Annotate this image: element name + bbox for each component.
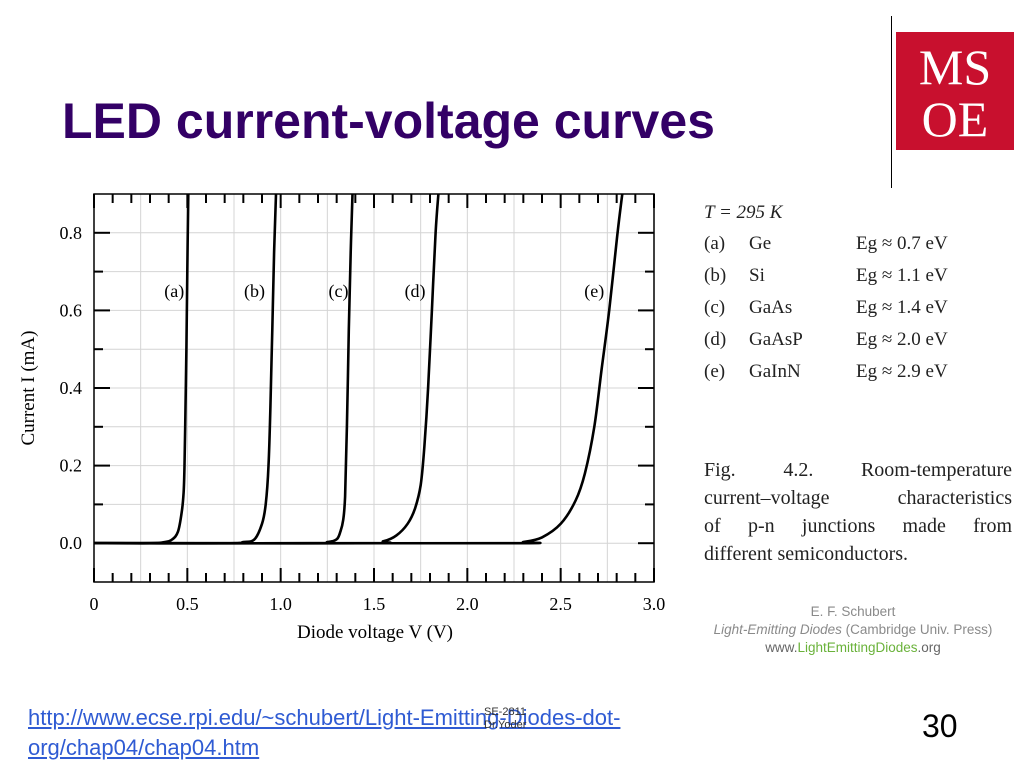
slide-footer: SE-2811 Dr.Yoder [484,706,526,732]
caption-line: different semiconductors. [704,543,909,565]
footer-author: Dr.Yoder [484,719,527,731]
legend-bandgap: Eg ≈ 1.4 eV [856,297,948,318]
logo-text-top: MS [919,39,991,95]
y-tick-label: 0.4 [60,378,83,398]
x-tick-label: 0 [90,594,99,614]
series-line-3 [93,193,354,545]
header-divider [891,16,892,188]
x-tick-label: 0.5 [176,594,199,614]
legend-row: (a) Ge Eg ≈ 0.7 eV [704,228,1014,260]
x-tick-label: 2.0 [456,594,479,614]
legend-row: (c) GaAs Eg ≈ 1.4 eV [704,292,1014,324]
legend-row: (e) GaInN Eg ≈ 2.9 eV [704,356,1014,388]
footer-course: SE-2811 [484,706,526,718]
source-link-line1[interactable]: http://www.ecse.rpi.edu/~schubert/Light-… [28,705,621,730]
credit-site: www.LightEmittingDiodes.org [698,639,1008,657]
series-label-3: (c) [329,281,349,302]
legend-tag: (e) [704,361,726,382]
credit-author: E. F. Schubert [810,604,896,619]
legend-tag: (b) [704,265,727,286]
credit-book-line: Light-Emitting Diodes (Cambridge Univ. P… [698,621,1008,639]
legend-material: GaAs [749,297,793,318]
x-tick-label: 1.5 [363,594,386,614]
legend-bandgap: Eg ≈ 0.7 eV [856,233,948,254]
y-tick-label: 0.0 [60,533,83,553]
legend-temperature: T = 295 K [704,202,783,223]
legend-bandgap: Eg ≈ 2.9 eV [856,361,948,382]
x-tick-label: 2.5 [549,594,572,614]
logo-text-bottom: OE [922,91,989,147]
x-tick-label: 3.0 [643,594,666,614]
caption-line: current–voltage characteristics [704,487,1012,509]
credit-book: Light-Emitting Diodes [713,622,842,637]
legend-row: (b) Si Eg ≈ 1.1 eV [704,260,1014,292]
y-tick-label: 0.6 [60,300,83,320]
y-tick-label: 0.2 [60,456,83,476]
series-line-5 [93,193,624,545]
legend-tag: (a) [704,233,726,254]
legend-tag: (d) [704,329,727,350]
caption-line: Fig. 4.2. Room-temperature [704,459,1012,481]
series-label-2: (b) [244,281,265,302]
credit-publisher: (Cambridge Univ. Press) [841,622,993,637]
legend-bandgap: Eg ≈ 2.0 eV [856,329,948,350]
x-tick-label: 1.0 [269,594,292,614]
legend-tag: (c) [704,297,726,318]
series-label-1: (a) [164,281,184,302]
page-number: 30 [922,708,958,744]
legend-material: GaAsP [749,329,803,350]
y-tick-label: 0.8 [60,223,83,243]
figure-caption: Fig. 4.2. Room-temperature current–volta… [704,456,1012,568]
msoe-logo: MS OE [896,32,1014,150]
iv-chart: 0 0.5 1.0 1.5 2.0 2.5 3.0 0.0 0.2 0.4 0.6 0.8 (a) (b)… [18,193,666,643]
series-label-4: (d) [405,281,426,302]
legend-material: Si [749,265,765,286]
caption-line: of p-n junctions made from [704,515,1012,537]
legend-material: Ge [749,233,772,254]
source-link-line2[interactable]: org/chap04/chap04.htm [28,735,260,760]
series-label-5: (e) [584,281,604,302]
credit-site-suffix: .org [917,640,941,655]
credit-site-brand: LightEmittingDiodes [797,640,918,655]
source-link[interactable]: http://www.ecse.rpi.edu/~schubert/Light-… [28,703,728,763]
y-axis-label: Current I (mA) [18,330,39,445]
credit-site-prefix: www. [765,640,798,655]
image-credit: E. F. Schubert Light-Emitting Diodes (Ca… [698,603,1008,657]
legend-material: GaInN [749,361,801,382]
legend: T = 295 K (a) Ge Eg ≈ 0.7 eV (b) Si Eg ≈… [704,198,1014,388]
x-axis-label: Diode voltage V (V) [297,622,453,643]
page-title: LED current-voltage curves [62,93,715,149]
legend-bandgap: Eg ≈ 1.1 eV [856,265,948,286]
legend-row: (d) GaAsP Eg ≈ 2.0 eV [704,324,1014,356]
